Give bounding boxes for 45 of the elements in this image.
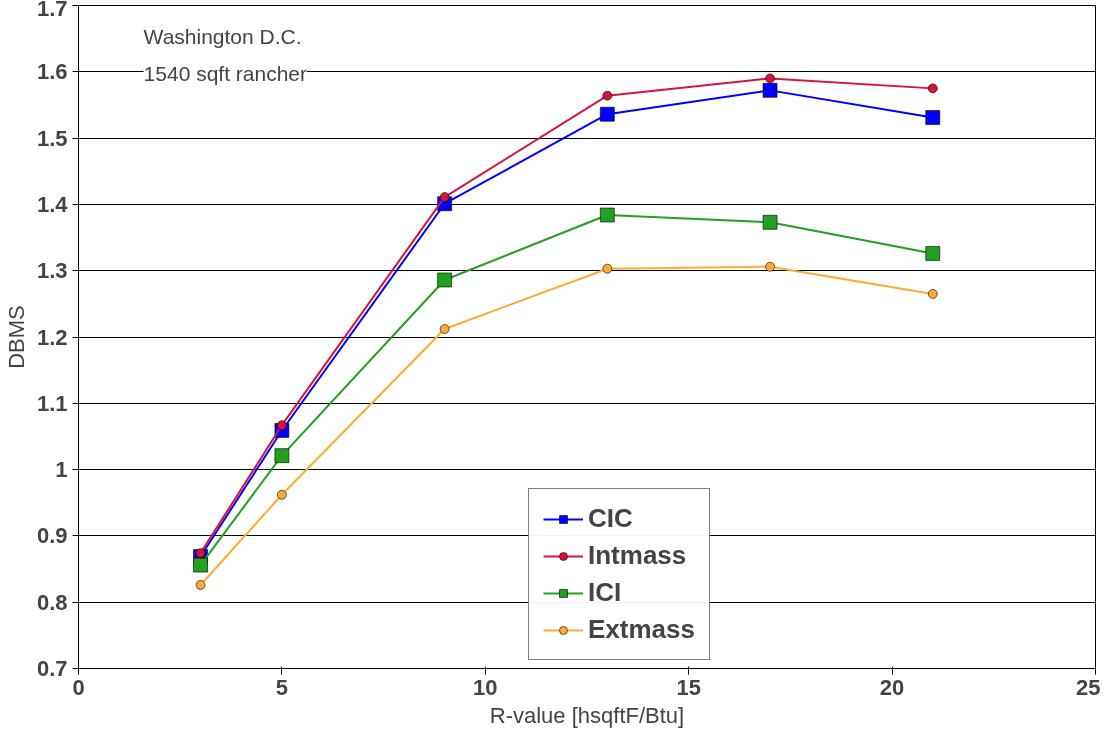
point [600, 106, 615, 122]
point [277, 420, 287, 430]
y-tick-label: 0.9 [36, 523, 68, 549]
point [925, 110, 941, 125]
point [193, 557, 208, 573]
y-tick-label: 1.5 [36, 125, 68, 151]
legend-label: Extmass [588, 614, 695, 645]
point [927, 83, 938, 94]
x-tick-label: 0 [72, 674, 85, 700]
point [195, 580, 206, 590]
point [437, 272, 452, 288]
legend-label: Intmass [588, 540, 687, 571]
y-tick-label: 1.1 [36, 390, 68, 416]
x-tick-label: 15 [676, 674, 701, 700]
x-axis-title: R-value [hsqftF/Btu] [489, 702, 685, 728]
y-tick-label: 1.6 [36, 59, 68, 85]
point [602, 90, 613, 101]
y-tick-label: 1.7 [36, 0, 68, 21]
point [602, 263, 613, 274]
x-tick-label: 20 [879, 674, 905, 700]
point [765, 261, 775, 272]
point [927, 289, 938, 299]
x-tick-label: 25 [1076, 674, 1101, 700]
point [277, 490, 287, 500]
y-tick-label: 1.2 [36, 324, 68, 350]
y-tick-label: 0.7 [36, 656, 68, 681]
y-tick-label: 1.3 [36, 258, 68, 284]
legend-label: ICI [588, 577, 622, 608]
y-tick-label: 1.4 [36, 191, 69, 217]
point [439, 324, 450, 334]
annotation: Washington D.C. [143, 25, 302, 49]
point [765, 73, 775, 84]
annotation: 1540 sqft rancher [143, 61, 308, 85]
point [762, 83, 778, 98]
y-tick-label: 1 [55, 457, 68, 483]
point [600, 207, 615, 223]
x-tick-label: 5 [275, 674, 289, 700]
y-tick-label: 0.8 [36, 589, 68, 615]
point [274, 448, 290, 463]
point [925, 246, 941, 261]
point [439, 192, 450, 202]
x-tick-label: 10 [473, 674, 498, 700]
legend-label: CIC [588, 503, 633, 534]
point [762, 215, 778, 230]
y-axis-title: DBMS [3, 305, 29, 369]
